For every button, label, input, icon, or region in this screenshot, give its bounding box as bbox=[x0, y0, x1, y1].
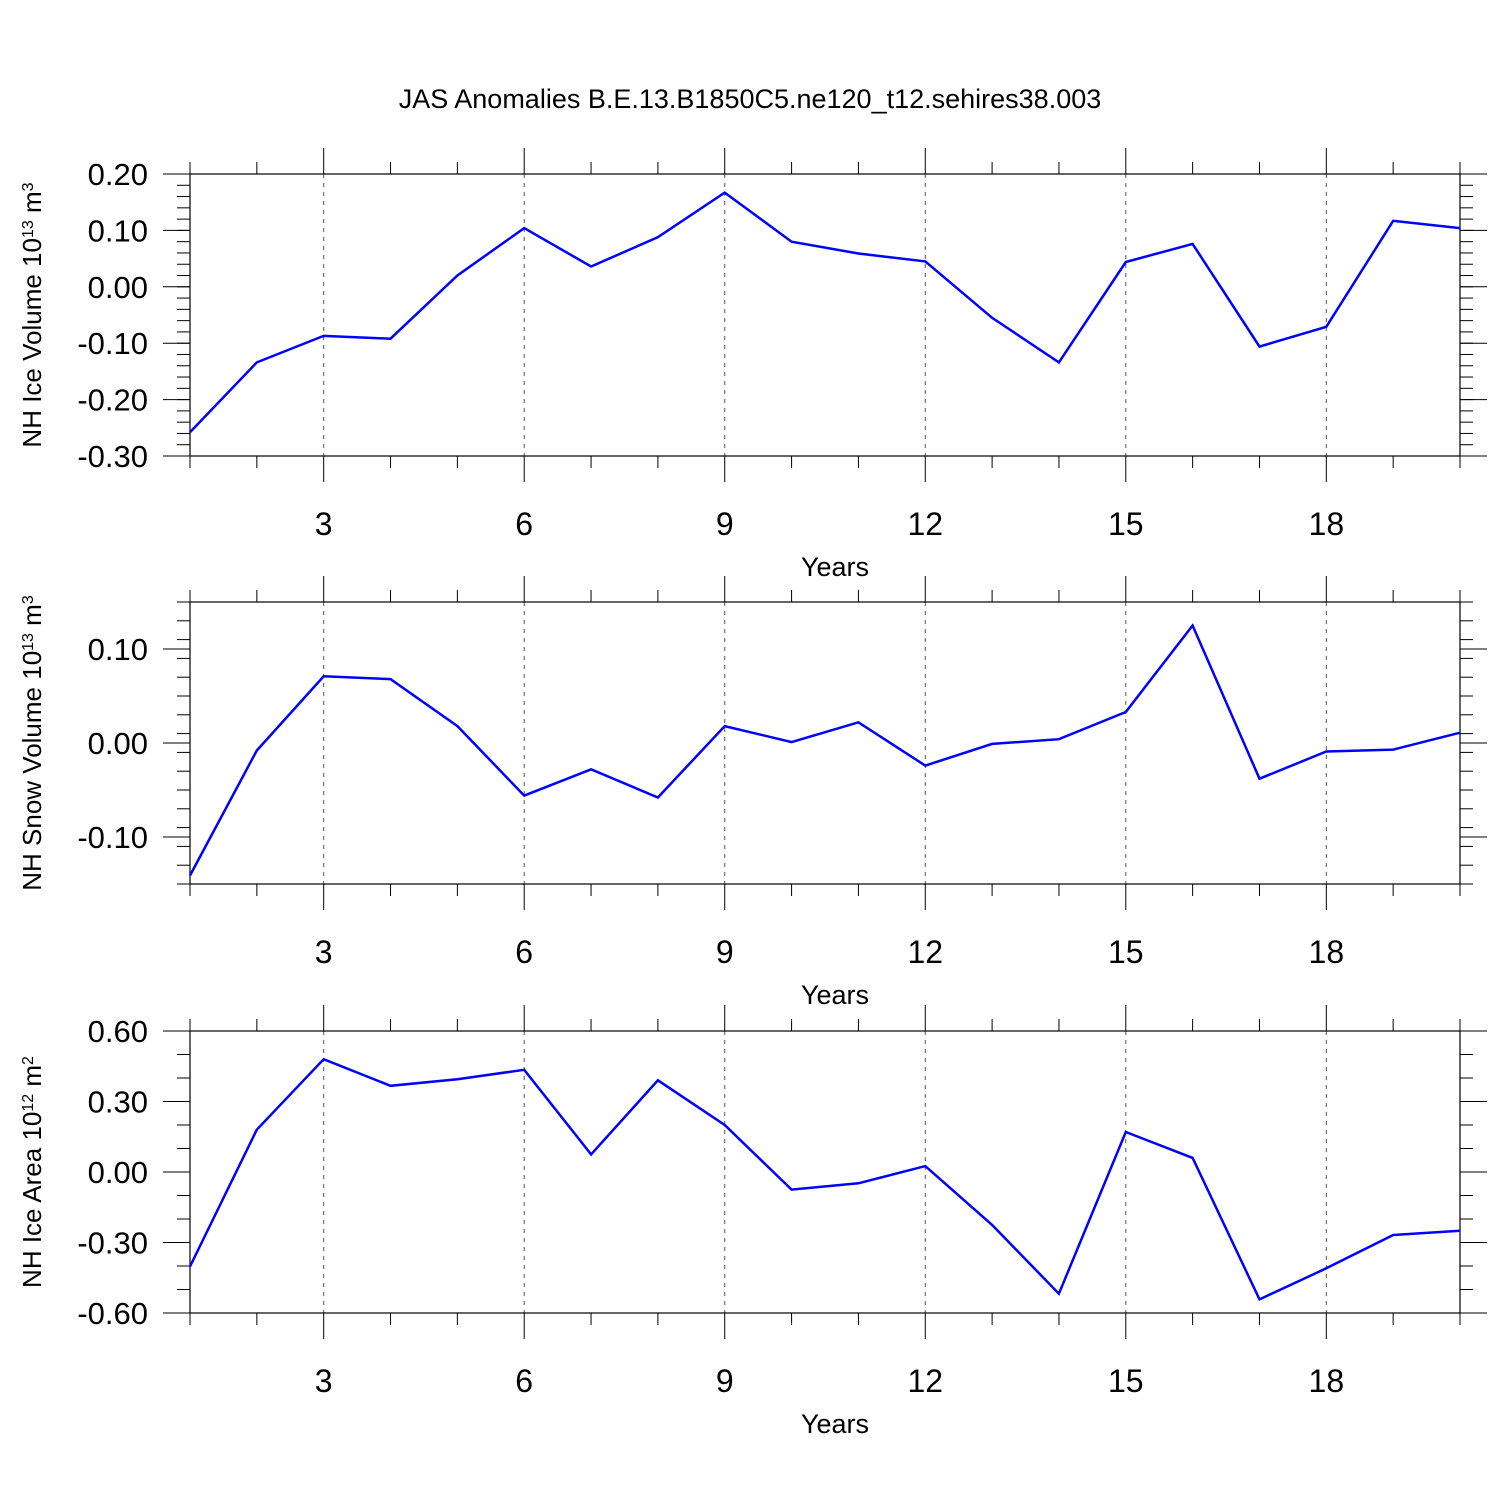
x-tick-label: 3 bbox=[315, 506, 333, 542]
y-axis-label: NH Ice Area 1012 m2 bbox=[17, 1056, 47, 1288]
y-tick-label: 0.10 bbox=[88, 632, 148, 667]
series-line bbox=[189, 191, 1461, 434]
x-tick-label: 15 bbox=[1108, 506, 1144, 542]
x-tick-label: 9 bbox=[716, 1363, 734, 1399]
y-tick-label: -0.30 bbox=[77, 1226, 148, 1261]
x-tick-label: 18 bbox=[1309, 1363, 1345, 1399]
x-tick-label: 12 bbox=[907, 506, 943, 542]
x-tick-label: 9 bbox=[716, 506, 734, 542]
y-tick-label: -0.30 bbox=[77, 439, 148, 474]
x-tick-label: 9 bbox=[716, 934, 734, 970]
x-axis-label: Years bbox=[801, 552, 869, 582]
y-tick-label: 0.10 bbox=[88, 213, 148, 248]
panel-2: -0.10 0.00 0.10 3 6 9 12 15 18 Years NH Snow Volum… bbox=[17, 576, 1487, 1010]
x-tick-label: 6 bbox=[515, 1363, 533, 1399]
x-tick-label: 18 bbox=[1309, 506, 1345, 542]
series-line bbox=[188, 623, 1461, 877]
x-tick-label: 12 bbox=[907, 934, 943, 970]
y-tick-label: 0.00 bbox=[88, 1155, 148, 1190]
x-axis-label: Years bbox=[801, 1409, 869, 1439]
y-tick-label: 0.30 bbox=[88, 1085, 148, 1120]
plot-frame bbox=[189, 1030, 1461, 1314]
x-tick-label: 3 bbox=[315, 934, 333, 970]
y-tick-label: -0.10 bbox=[77, 820, 148, 855]
y-tick-label: -0.60 bbox=[77, 1296, 148, 1331]
page-title: JAS Anomalies B.E.13.B1850C5.ne120_t12.s… bbox=[398, 84, 1102, 114]
plot-frame bbox=[189, 601, 1461, 885]
y-tick-label: 0.20 bbox=[88, 157, 148, 192]
panel-3: -0.60 -0.30 0.00 0.30 0.60 3 6 9 12 15 18 Years NH I… bbox=[17, 1005, 1487, 1439]
y-tick-label: 0.00 bbox=[88, 726, 148, 761]
x-tick-label: 6 bbox=[515, 506, 533, 542]
x-axis-label: Years bbox=[801, 980, 869, 1010]
panel-1: -0.30 -0.20 -0.10 0.00 0.10 0.20 3 6 9 12 15 18 Year… bbox=[17, 148, 1487, 582]
y-axis-label: NH Snow Volume 1013 m3 bbox=[17, 595, 47, 891]
x-tick-label: 6 bbox=[515, 934, 533, 970]
y-axis-label: NH Ice Volume 1013 m3 bbox=[17, 182, 47, 447]
x-tick-label: 15 bbox=[1108, 934, 1144, 970]
series-line bbox=[188, 1057, 1461, 1302]
plot-frame bbox=[189, 173, 1461, 457]
x-tick-label: 18 bbox=[1309, 934, 1345, 970]
x-tick-label: 15 bbox=[1108, 1363, 1144, 1399]
x-tick-label: 12 bbox=[907, 1363, 943, 1399]
x-tick-label: 3 bbox=[315, 1363, 333, 1399]
y-tick-label: -0.20 bbox=[77, 383, 148, 418]
y-tick-label: 0.00 bbox=[88, 270, 148, 305]
y-tick-label: 0.60 bbox=[88, 1014, 148, 1049]
y-tick-label: -0.10 bbox=[77, 326, 148, 361]
